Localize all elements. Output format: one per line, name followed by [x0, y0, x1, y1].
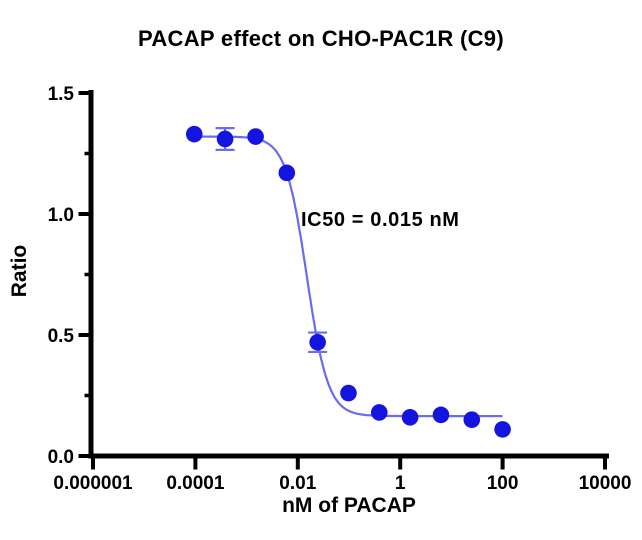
x-tick-label: 0.01	[279, 473, 316, 494]
data-point	[494, 421, 511, 438]
y-tick-label: 0.5	[48, 326, 75, 347]
data-point	[370, 404, 388, 421]
data-point	[278, 164, 296, 182]
x-tick-label: 0.0001	[166, 473, 225, 494]
x-tick-label: 10000	[579, 473, 632, 494]
x-tick-label: 100	[487, 473, 519, 494]
x-axis-label: nM of PACAP	[282, 494, 416, 517]
x-tick-label: 1	[395, 473, 406, 494]
data-point	[309, 333, 326, 351]
data-point	[401, 408, 419, 426]
y-tick-label: 1.0	[48, 205, 74, 226]
data-point	[185, 125, 203, 143]
x-tick-label: 0.000001	[53, 473, 133, 494]
data-point	[432, 406, 450, 424]
y-tick-label: 0.0	[48, 447, 74, 468]
data-point	[216, 130, 234, 148]
fit-curve	[194, 135, 503, 418]
ic50-annotation: IC50 = 0.015 nM	[301, 209, 460, 231]
data-point	[247, 128, 264, 145]
data-point	[463, 411, 481, 429]
data-point	[340, 384, 357, 402]
y-tick-label: 1.5	[48, 84, 75, 105]
chart-title: PACAP effect on CHO-PAC1R (C9)	[138, 26, 504, 51]
